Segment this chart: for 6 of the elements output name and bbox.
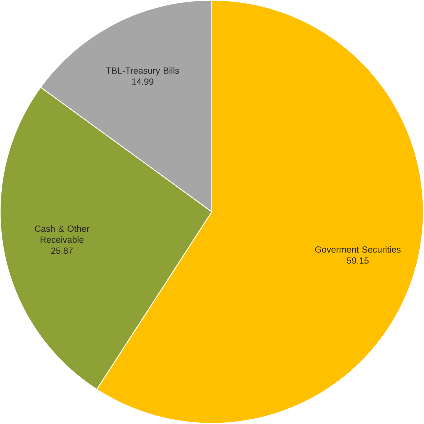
data-label: 14.99: [132, 78, 154, 86]
slice-label: Goverment Securities: [315, 246, 401, 253]
data-label: 25.87: [52, 248, 73, 254]
slice-label: Cash & Other Receivable: [35, 226, 90, 244]
data-label: 59.15: [347, 258, 369, 264]
slice-label: TBL-Treasury Bills: [106, 67, 180, 76]
